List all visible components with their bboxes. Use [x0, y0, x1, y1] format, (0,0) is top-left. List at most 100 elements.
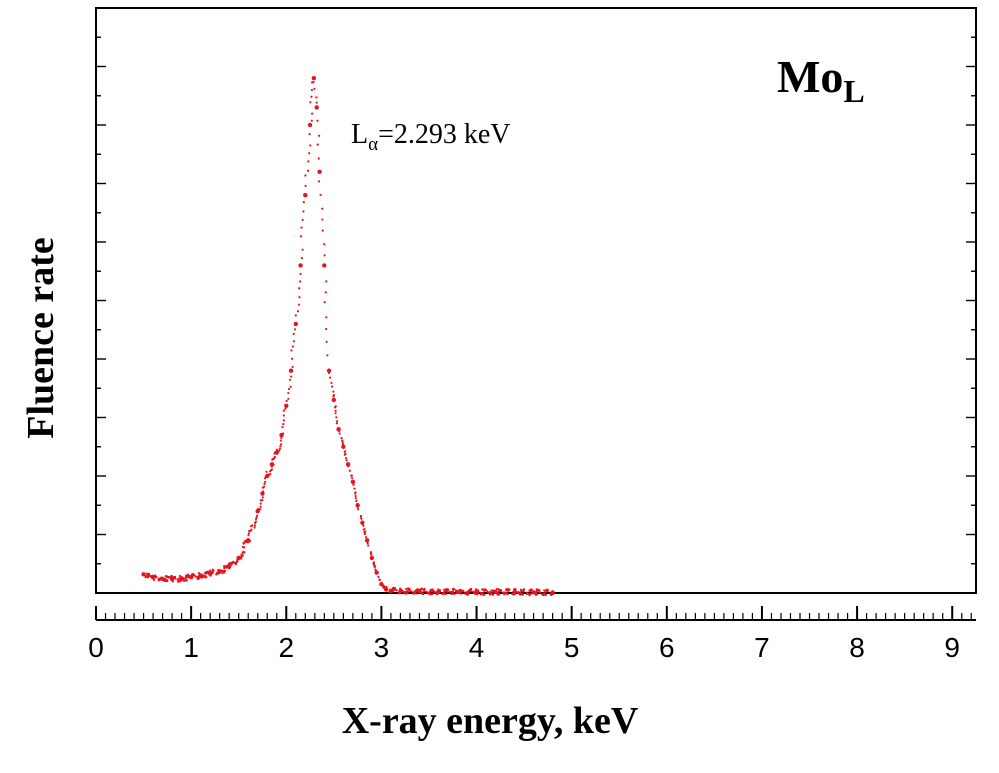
- data-point-fill: [279, 439, 282, 442]
- data-point-fill: [477, 589, 480, 592]
- data-point-fill: [256, 514, 259, 517]
- data-point-fill: [315, 101, 318, 104]
- data-point-fill: [261, 498, 264, 502]
- peak-annotation: Lα=2.293 keV: [351, 119, 511, 155]
- data-point-fill: [321, 207, 324, 210]
- data-point: [331, 397, 337, 403]
- data-point-fill: [273, 455, 277, 459]
- data-point-fill: [326, 354, 329, 357]
- data-point-fill: [199, 576, 202, 579]
- data-point-fill: [476, 593, 479, 596]
- data-point-fill: [356, 506, 359, 509]
- data-point-fill: [228, 567, 231, 570]
- data-point-fill: [300, 226, 303, 229]
- chart-title-main: Mo: [777, 51, 843, 102]
- data-point-fill: [264, 475, 267, 478]
- data-point-fill: [508, 588, 511, 591]
- data-point-fill: [270, 465, 273, 468]
- data-point-fill: [160, 576, 163, 579]
- data-point-fill: [310, 95, 313, 98]
- data-point-fill: [264, 480, 267, 484]
- data-point-fill: [519, 590, 522, 594]
- data-point-fill: [341, 441, 344, 444]
- data-point-fill: [414, 592, 418, 595]
- x-axis-title: X-ray energy, keV: [342, 700, 639, 742]
- data-point-fill: [221, 572, 224, 575]
- x-tick-label: 5: [564, 632, 580, 663]
- data-point-fill: [372, 562, 375, 565]
- data-point-fill: [282, 432, 285, 435]
- data-point-fill: [313, 87, 316, 90]
- data-point-fill: [338, 432, 341, 435]
- data-point-fill: [516, 590, 520, 594]
- data-point: [326, 368, 332, 373]
- data-point-fill: [472, 590, 475, 594]
- data-point-fill: [483, 593, 486, 596]
- data-point-fill: [291, 345, 295, 348]
- data-point-fill: [444, 592, 448, 596]
- data-point-fill: [298, 280, 302, 283]
- data-point-fill: [533, 591, 536, 594]
- x-tick-label: 3: [374, 632, 390, 663]
- data-point-fill: [304, 174, 307, 177]
- data-point-fill: [178, 574, 181, 578]
- chart-title-subscript: L: [843, 73, 864, 109]
- data-point-fill: [447, 588, 450, 591]
- data-point-fill: [325, 280, 328, 283]
- data-point-fill: [259, 505, 262, 508]
- data-point-fill: [437, 592, 440, 595]
- data-point-fill: [466, 593, 470, 596]
- data-point-fill: [335, 422, 338, 425]
- data-point-fill: [311, 112, 314, 115]
- data-point-fill: [282, 409, 285, 412]
- data-point-fill: [385, 585, 388, 589]
- data-point-fill: [246, 541, 250, 544]
- data-point-fill: [350, 477, 354, 480]
- data-point-fill: [292, 340, 296, 343]
- data-point-fill: [261, 496, 264, 499]
- data-point-fill: [236, 556, 239, 559]
- data-point-fill: [453, 588, 456, 591]
- data-point-fill: [316, 119, 319, 122]
- data-point-fill: [544, 593, 547, 597]
- x-tick-label: 7: [754, 632, 770, 663]
- data-point-fill: [521, 593, 524, 596]
- data-point-fill: [223, 569, 227, 572]
- data-point-fill: [226, 564, 229, 568]
- data-point-fill: [538, 591, 542, 594]
- data-point-fill: [357, 508, 360, 511]
- data-point-fill: [236, 558, 240, 561]
- data-point-fill: [474, 591, 477, 594]
- data-point-fill: [263, 477, 267, 480]
- data-point-fill: [253, 526, 256, 529]
- data-point-fill: [284, 407, 287, 410]
- data-point-fill: [310, 119, 313, 122]
- data-point-fill: [247, 532, 251, 535]
- data-point-fill: [302, 210, 305, 213]
- data-point-fill: [423, 587, 426, 590]
- data-point-fill: [248, 540, 252, 543]
- data-point-fill: [294, 314, 297, 317]
- data-point-fill: [212, 569, 215, 572]
- data-point-fill: [345, 459, 348, 462]
- data-point-fill: [341, 439, 344, 442]
- data-point-fill: [327, 371, 331, 375]
- data-point-fill: [281, 426, 284, 429]
- data-point-fill: [530, 588, 533, 591]
- data-point-fill: [535, 593, 539, 596]
- data-point-fill: [514, 588, 517, 591]
- data-point-fill: [279, 443, 283, 446]
- data-point: [284, 403, 289, 408]
- data-point-fill: [217, 568, 220, 572]
- data-point-fill: [420, 591, 423, 594]
- data-point-fill: [330, 381, 333, 384]
- data-point-fill: [182, 577, 186, 580]
- data-point-fill: [270, 468, 274, 471]
- data-point-fill: [356, 504, 359, 507]
- data-point-fill: [263, 482, 266, 486]
- data-point-fill: [362, 528, 365, 531]
- data-point-fill: [315, 96, 318, 99]
- data-point-fill: [250, 528, 253, 531]
